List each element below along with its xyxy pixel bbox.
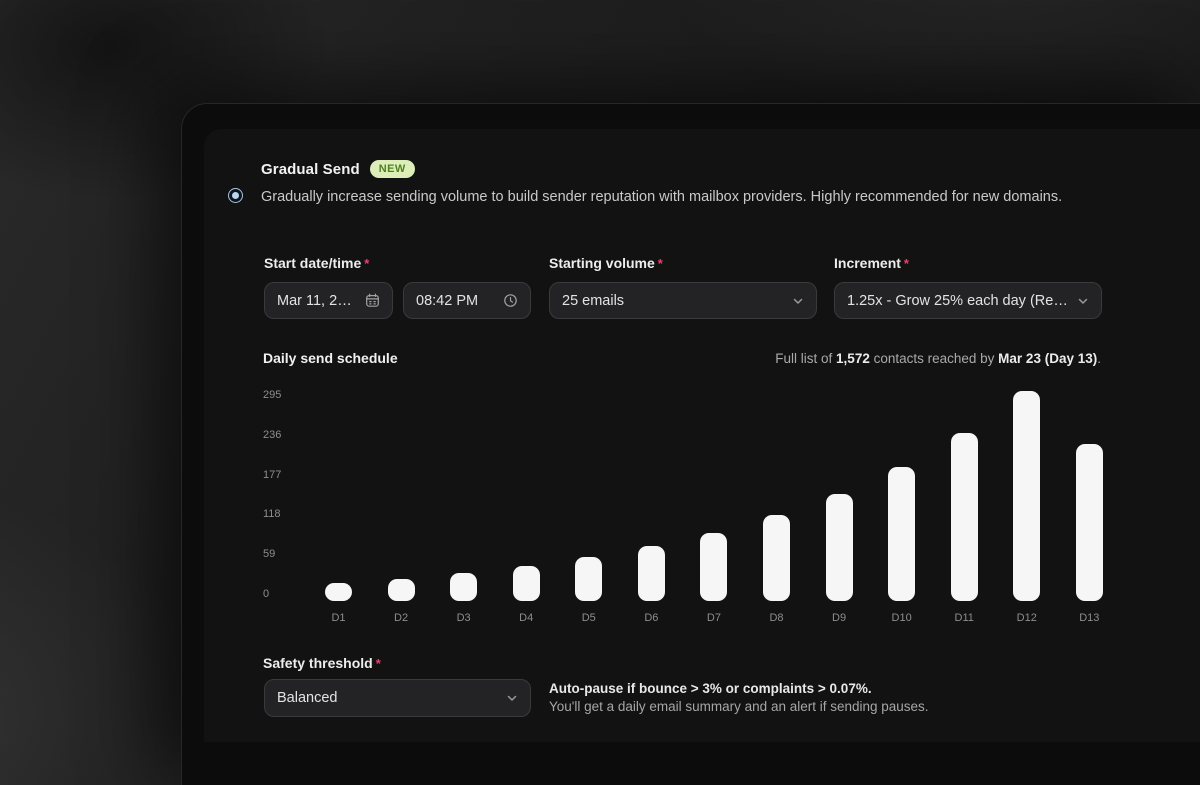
starting-volume-label: Starting volume *	[549, 255, 663, 271]
completion-date: Mar 23 (Day 13)	[998, 351, 1098, 366]
chart-title: Daily send schedule	[263, 350, 398, 366]
calendar-icon	[365, 293, 380, 308]
required-asterisk: *	[375, 656, 381, 671]
start-time-input[interactable]: 08:42 PM	[403, 282, 531, 319]
increment-select[interactable]: 1.25x - Grow 25% each day (Re…	[834, 282, 1102, 319]
increment-label: Increment *	[834, 255, 909, 271]
safety-threshold-select[interactable]: Balanced	[264, 679, 531, 717]
auto-pause-rule: Auto-pause if bounce > 3% or complaints …	[549, 681, 872, 696]
new-badge: NEW	[369, 160, 415, 178]
contacts-total: 1,572	[836, 351, 870, 366]
chevron-down-icon	[1077, 295, 1089, 307]
chart-summary: Full list of 1,572 contacts reached by M…	[775, 351, 1101, 366]
required-asterisk: *	[364, 256, 370, 271]
safety-threshold-label: Safety threshold *	[263, 655, 381, 671]
auto-pause-detail: You'll get a daily email summary and an …	[549, 698, 929, 714]
gradual-send-radio[interactable]	[228, 188, 243, 203]
starting-volume-select[interactable]: 25 emails	[549, 282, 817, 319]
required-asterisk: *	[903, 256, 909, 271]
start-date-input[interactable]: Mar 11, 20…	[264, 282, 393, 319]
start-datetime-label: Start date/time *	[264, 255, 370, 271]
panel-inner-card	[204, 129, 1200, 742]
radio-selected-dot	[232, 192, 239, 199]
option-title: Gradual Send	[261, 160, 360, 178]
chevron-down-icon	[792, 295, 804, 307]
safety-note: Auto-pause if bounce > 3% or complaints …	[549, 680, 929, 715]
gradual-send-panel: Gradual Send NEW Gradually increase send…	[181, 103, 1200, 785]
required-asterisk: *	[657, 256, 663, 271]
clock-icon	[503, 293, 518, 308]
option-description: Gradually increase sending volume to bui…	[261, 189, 1063, 205]
chevron-down-icon	[506, 692, 518, 704]
